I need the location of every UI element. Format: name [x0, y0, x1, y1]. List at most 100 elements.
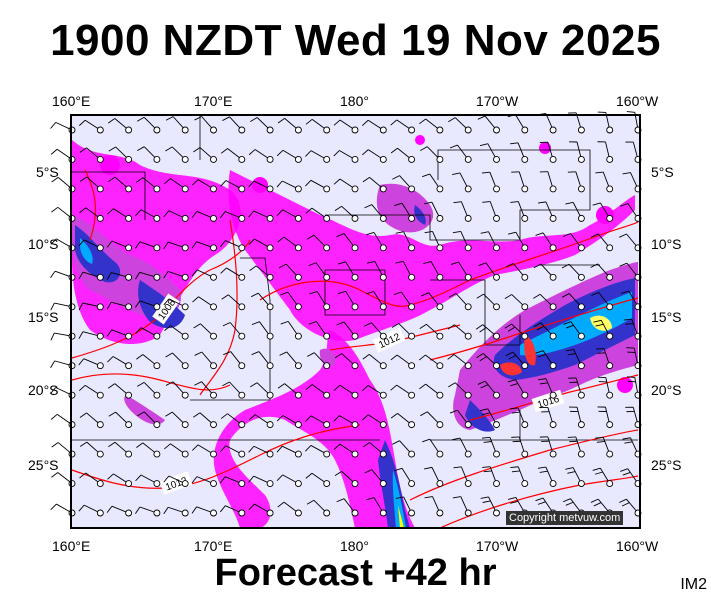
station-circle-icon: [323, 332, 331, 340]
station-circle-icon: [436, 480, 444, 487]
station-circle-icon: [238, 214, 246, 222]
copyright-notice: Copyright metvuw.com: [506, 511, 624, 525]
station-circle-icon: [436, 362, 444, 370]
station-circle-icon: [125, 214, 133, 222]
station-circle-icon: [408, 156, 416, 163]
station-circle-icon: [549, 450, 557, 458]
station-circle-icon: [125, 421, 133, 429]
station-circle-icon: [294, 156, 302, 163]
station-circle-icon: [464, 244, 472, 252]
station-circle-icon: [210, 303, 217, 311]
forecast-label: Forecast +42 hr: [214, 552, 497, 594]
station-circle-icon: [577, 156, 585, 163]
lon-label-bottom-170w: 170°W: [476, 538, 519, 554]
station-circle-icon: [323, 273, 331, 281]
station-circle-icon: [549, 244, 557, 252]
station-circle-icon: [153, 273, 161, 281]
lon-label-top-180: 180°: [340, 93, 369, 109]
station-circle-icon: [266, 480, 274, 487]
station-circle-icon: [96, 391, 104, 399]
lon-label-top-170w: 170°W: [476, 93, 519, 109]
station-circle-icon: [606, 391, 614, 399]
lat-label-left-20s: 20°S: [28, 382, 59, 398]
station-circle-icon: [521, 156, 529, 163]
station-circle-icon: [181, 273, 189, 281]
station-circle-icon: [577, 185, 585, 193]
station-circle-icon: [379, 214, 387, 222]
station-circle-icon: [153, 332, 161, 340]
station-circle-icon: [238, 480, 246, 487]
station-circle-icon: [379, 362, 387, 370]
station-circle-icon: [606, 480, 614, 487]
station-circle-icon: [408, 185, 416, 193]
station-circle-icon: [96, 126, 104, 134]
station-circle-icon: [96, 509, 104, 517]
station-circle-icon: [606, 273, 614, 281]
station-circle-icon: [266, 391, 274, 399]
station-circle-icon: [181, 126, 189, 134]
station-circle-icon: [351, 480, 359, 487]
station-circle-icon: [294, 480, 302, 487]
wind-barb-icon: [51, 206, 73, 219]
station-circle-icon: [181, 214, 189, 222]
station-circle-icon: [379, 391, 387, 399]
station-circle-icon: [238, 156, 246, 163]
station-circle-icon: [351, 450, 359, 458]
station-circle-icon: [521, 480, 529, 487]
station-circle-icon: [238, 244, 246, 252]
coastline-layer: [72, 115, 638, 441]
station-circle-icon: [323, 450, 331, 458]
station-circle-icon: [238, 273, 246, 281]
station-circle-icon: [238, 509, 246, 517]
station-circle-icon: [493, 244, 500, 252]
station-circle-icon: [323, 303, 331, 311]
station-circle-icon: [323, 126, 331, 134]
station-circle-icon: [408, 273, 416, 281]
station-circle-icon: [464, 509, 472, 517]
station-circle-icon: [96, 362, 104, 370]
lat-label-right-15s: 15°S: [651, 309, 682, 325]
station-circle-icon: [521, 450, 529, 458]
isobar-layer: [71, 169, 639, 529]
station-circle-icon: [153, 156, 161, 163]
station-circle-icon: [266, 450, 274, 458]
station-circle-icon: [549, 185, 557, 193]
station-circle-icon: [266, 244, 274, 252]
station-circle-icon: [521, 391, 529, 399]
station-circle-icon: [577, 391, 585, 399]
station-circle-icon: [493, 214, 500, 222]
station-circle-icon: [436, 273, 444, 281]
station-circle-icon: [549, 214, 557, 222]
station-circle-icon: [379, 332, 387, 340]
lon-label-top-170e: 170°E: [194, 93, 233, 109]
lon-label-bottom-160e: 160°E: [52, 538, 91, 554]
station-circle-icon: [181, 303, 189, 311]
station-circle-icon: [125, 509, 133, 517]
lat-label-left-15s: 15°S: [28, 309, 59, 325]
station-circle-icon: [153, 480, 161, 487]
station-circle-icon: [606, 126, 614, 134]
station-circle-icon: [577, 244, 585, 252]
station-circle-icon: [464, 362, 472, 370]
station-circle-icon: [323, 185, 331, 193]
station-circle-icon: [606, 303, 614, 311]
station-circle-icon: [96, 332, 104, 340]
lat-label-right-5s: 5°S: [651, 164, 674, 180]
station-circle-icon: [464, 126, 472, 134]
station-circle-icon: [408, 421, 416, 429]
station-circle-icon: [125, 391, 133, 399]
station-circle-icon: [577, 421, 585, 429]
station-circle-icon: [464, 156, 472, 163]
station-circle-icon: [464, 273, 472, 281]
station-circle-icon: [266, 126, 274, 134]
station-circle-icon: [294, 303, 302, 311]
station-circle-icon: [181, 421, 189, 429]
station-circle-icon: [238, 126, 246, 134]
station-circle-icon: [379, 244, 387, 252]
station-circle-icon: [266, 362, 274, 370]
station-circle-icon: [181, 450, 189, 458]
station-circle-icon: [493, 480, 500, 487]
station-circle-icon: [436, 214, 444, 222]
station-circle-icon: [323, 509, 331, 517]
station-circle-icon: [323, 421, 331, 429]
